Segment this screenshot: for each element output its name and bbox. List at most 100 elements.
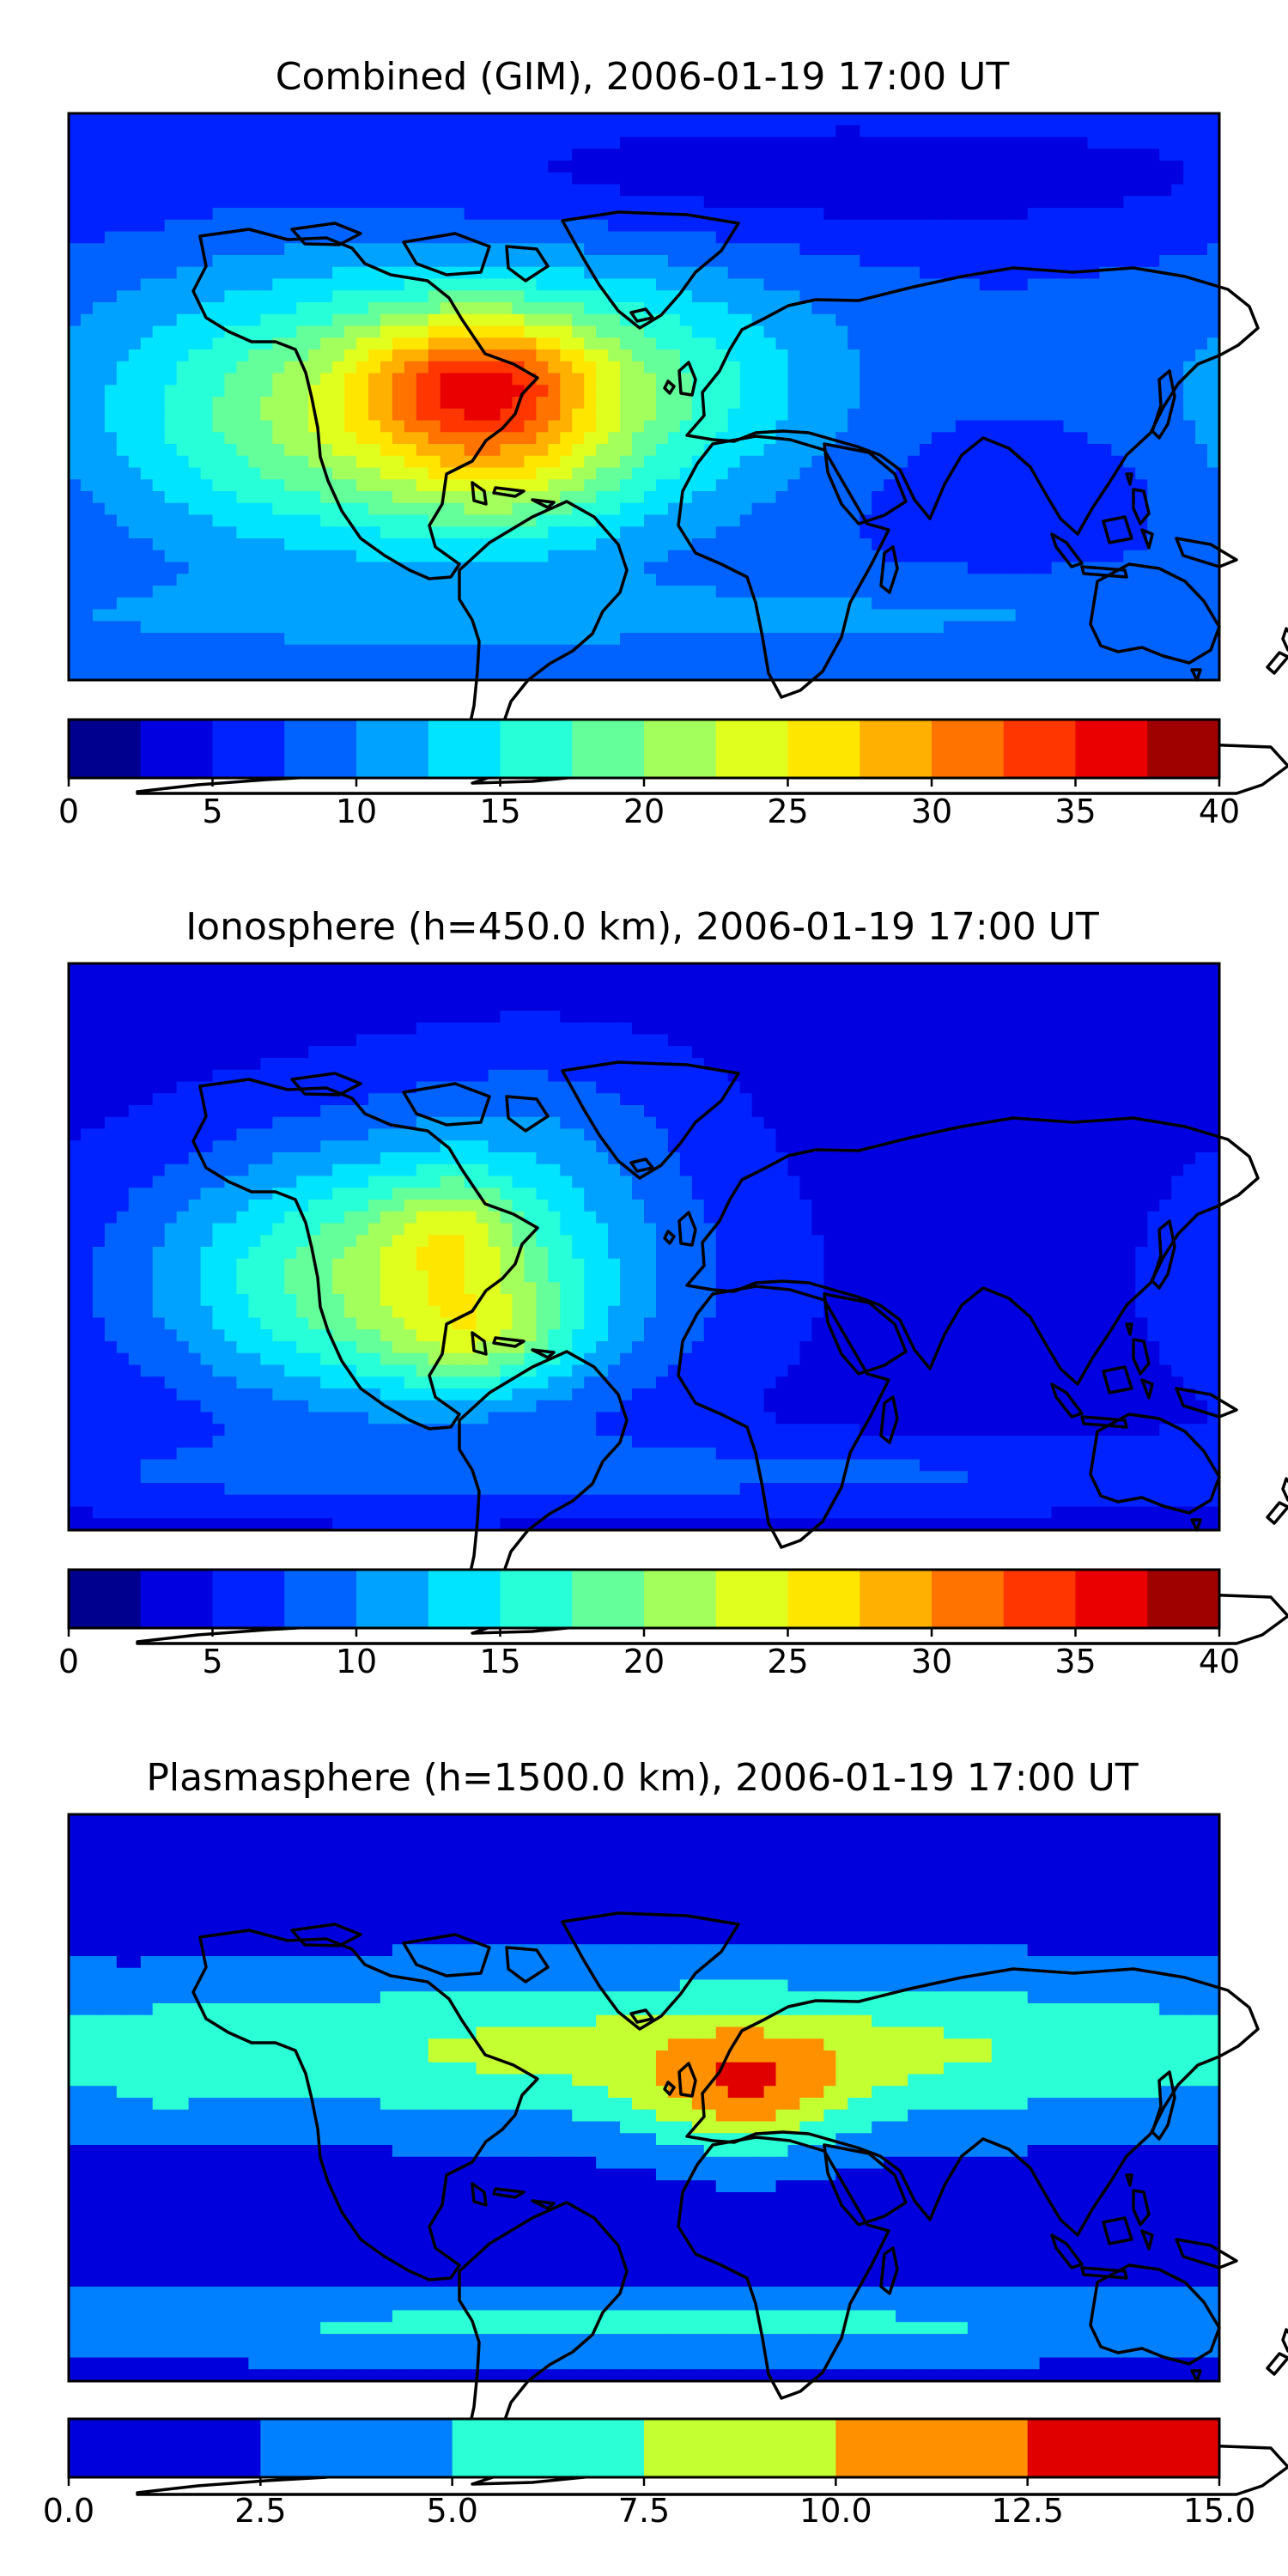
tec-cell [739, 420, 753, 433]
tec-cell [512, 597, 526, 611]
tec-cell [512, 302, 526, 315]
tec-cell [152, 184, 166, 197]
tec-cell [128, 668, 142, 681]
tec-cell [152, 278, 166, 291]
tec-cell [691, 609, 705, 622]
tec-cell [967, 656, 981, 669]
tec-cell [1135, 633, 1148, 646]
tec-cell [1207, 467, 1220, 480]
tec-cell [464, 562, 477, 574]
tec-cell [248, 172, 261, 185]
tec-cell [1195, 609, 1208, 622]
tec-cell [596, 373, 609, 386]
tec-cell [260, 609, 273, 622]
tec-cell [512, 290, 526, 303]
tec-cell [560, 963, 573, 976]
tec-cell [967, 668, 981, 681]
tec-cell [727, 668, 741, 681]
tec-cell [620, 397, 633, 410]
tec-cell [955, 644, 969, 658]
tec-cell [896, 609, 908, 622]
tec-cell [428, 644, 441, 658]
tec-cell [967, 361, 981, 374]
tec-cell [932, 325, 945, 338]
tec-cell [1207, 161, 1220, 173]
tec-cell [69, 479, 82, 492]
tec-cell [655, 397, 669, 410]
tec-cell [679, 574, 693, 586]
tec-cell [667, 538, 681, 551]
tec-cell [1135, 255, 1148, 268]
tec-cell [500, 325, 513, 338]
tec-cell [69, 999, 82, 1012]
tec-cell [308, 361, 321, 374]
tec-cell [176, 137, 190, 149]
tec-cell [1075, 502, 1089, 516]
tec-cell [991, 231, 1005, 244]
tec-cell [584, 644, 597, 658]
tec-cell [1147, 231, 1160, 244]
tec-cell [356, 385, 369, 398]
tec-cell [644, 502, 657, 516]
tec-cell [548, 373, 561, 386]
tec-cell [943, 196, 957, 209]
tec-cell [428, 562, 441, 574]
tec-cell [667, 644, 681, 658]
tec-cell [200, 125, 214, 138]
tec-cell [979, 137, 993, 149]
tec-cell [1027, 337, 1041, 350]
tec-cell [691, 325, 705, 338]
tec-cell [212, 633, 226, 646]
tec-cell [1063, 361, 1077, 374]
tec-cell [811, 574, 824, 586]
tec-cell [644, 562, 657, 574]
tec-cell [763, 361, 777, 374]
tec-cell [332, 987, 345, 999]
tec-cell [1135, 455, 1148, 469]
tec-cell [152, 597, 166, 611]
tec-cell [1111, 313, 1124, 327]
tec-cell [1195, 208, 1208, 221]
tec-cell [584, 196, 597, 209]
tec-cell [380, 349, 393, 362]
tec-cell [932, 455, 945, 469]
tec-cell [560, 325, 573, 338]
tec-cell [260, 644, 273, 658]
tec-cell [428, 455, 441, 469]
tec-cell [344, 597, 357, 611]
tec-cell [1003, 420, 1017, 433]
tec-cell [320, 196, 333, 209]
tec-cell [1207, 550, 1220, 563]
tec-cell [596, 444, 609, 457]
tec-cell [272, 208, 285, 221]
tec-cell [404, 290, 417, 303]
tec-cell [80, 574, 94, 586]
tec-cell [572, 149, 585, 161]
tec-cell [488, 290, 501, 303]
tec-cell [440, 621, 453, 634]
tec-cell [596, 125, 609, 138]
tec-cell [1207, 219, 1220, 233]
tec-cell [1075, 621, 1089, 634]
tec-cell [848, 668, 860, 681]
tec-cell [596, 278, 609, 291]
tec-cell [811, 349, 824, 362]
tec-cell [428, 397, 441, 410]
tec-cell [284, 373, 297, 386]
tec-cell [739, 526, 753, 539]
tec-cell [152, 444, 166, 457]
tec-cell [1111, 113, 1124, 126]
tec-cell [536, 408, 549, 422]
tec-cell [620, 526, 633, 539]
tec-cell [727, 184, 741, 197]
tec-cell [1015, 231, 1029, 244]
tec-cell [464, 444, 477, 457]
tec-cell [884, 621, 896, 634]
tec-cell [943, 408, 957, 422]
tec-cell [908, 975, 920, 988]
tec-cell [715, 491, 729, 504]
tec-cell [823, 975, 836, 988]
tec-cell [1099, 161, 1112, 173]
tec-cell [92, 975, 106, 988]
tec-cell [440, 255, 453, 268]
